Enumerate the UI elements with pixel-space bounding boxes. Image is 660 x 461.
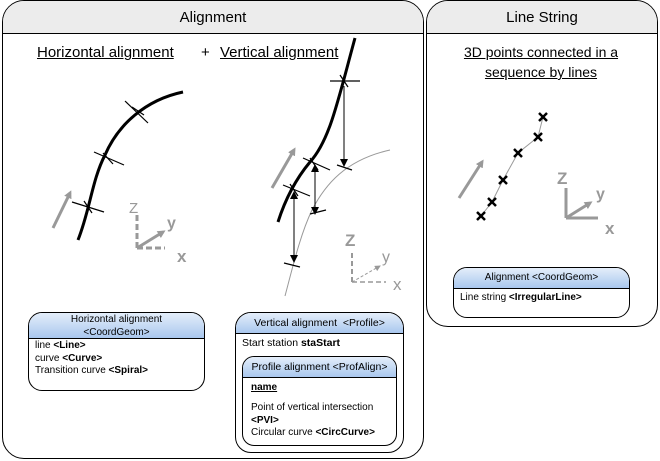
vertical-alignment-curve	[276, 37, 357, 223]
horizontal-alignment-heading: Horizontal alignment	[37, 44, 174, 61]
vertical-alignment-box: Vertical alignment <Profile> Start stati…	[235, 312, 404, 453]
horizontal-alignment-box: Horizontal alignment <CoordGeom> line <L…	[28, 312, 205, 391]
profile-name-field: name	[251, 382, 278, 393]
axis-label-z: Z	[557, 169, 567, 188]
direction-arrow-icon	[51, 190, 72, 229]
axes-icon: Z y x	[557, 169, 615, 238]
axes-icon: Z y x	[129, 200, 187, 266]
station-tick	[71, 100, 149, 214]
line-string-drawing: Z y x	[457, 112, 615, 238]
line-string-panel-title: Line String	[427, 1, 657, 34]
horizontal-alignment-drawing: Z y x	[51, 90, 187, 266]
profile-alignment-box: Profile alignment <ProfAlign> name Point…	[242, 356, 397, 446]
line-string-heading-line1: 3D points connected in a	[463, 44, 619, 60]
list-item: curve <Curve>	[35, 352, 103, 364]
axis-label-y: y	[382, 249, 390, 266]
start-station-row: Start station staStart	[242, 337, 341, 349]
horizontal-box-title-line2: <CoordGeom>	[83, 326, 150, 338]
axis-label-x: x	[177, 247, 187, 266]
list-item: Transition curve <Spiral>	[35, 365, 149, 376]
horizontal-alignment-box-header: Horizontal alignment <CoordGeom>	[29, 313, 204, 339]
vertical-alignment-box-header: Vertical alignment <Profile>	[236, 313, 403, 334]
line-string-box-header: Alignment <CoordGeom>	[454, 268, 629, 289]
axis-label-x: x	[393, 275, 402, 294]
profile-alignment-box-header: Profile alignment <ProfAlign>	[243, 357, 396, 378]
vertical-alignment-drawing: Z y x	[270, 37, 402, 297]
vertical-alignment-heading: Vertical alignment	[220, 44, 339, 61]
direction-arrow-icon	[457, 159, 484, 199]
line-string-alignment-box: Alignment <CoordGeom> Line string <Irreg…	[453, 267, 630, 318]
axis-label-z: Z	[129, 200, 138, 217]
line-string-heading-line2: sequence by lines	[484, 64, 598, 80]
axis-label-y: y	[167, 215, 176, 232]
pvi-label: Point of vertical intersection	[251, 402, 374, 413]
axis-label-x: x	[605, 219, 615, 238]
line-string-row: Line string <IrregularLine>	[460, 292, 582, 303]
horizontal-box-title-line1: Horizontal alignment	[70, 314, 163, 325]
direction-arrow-icon	[270, 147, 296, 189]
axis-label-y: y	[596, 186, 605, 203]
point-marker	[476, 112, 548, 221]
list-item: line <Line>	[35, 340, 86, 351]
circular-curve-row: Circular curve <CircCurve>	[251, 427, 375, 438]
axis-label-z: Z	[345, 231, 355, 250]
alignment-panel-title: Alignment	[3, 1, 423, 34]
pvi-type: <PVI>	[251, 414, 279, 426]
axes-icon: Z y x	[345, 231, 402, 294]
plus-sign: +	[201, 44, 210, 61]
